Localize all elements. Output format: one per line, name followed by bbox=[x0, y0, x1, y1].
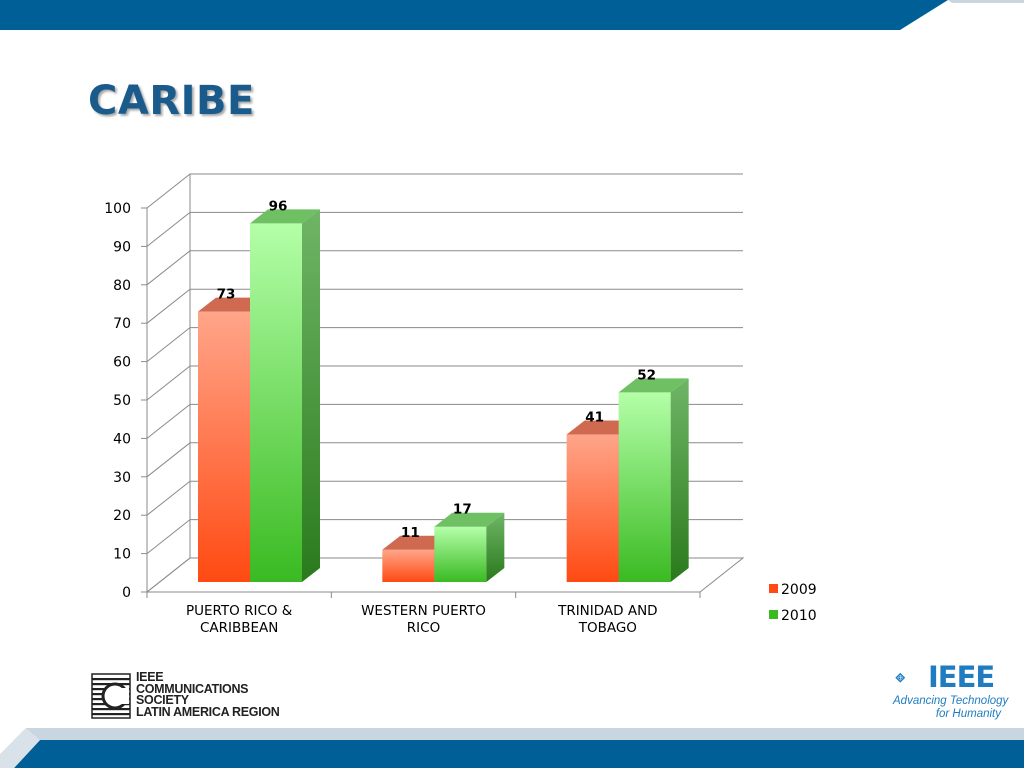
ieee-tagline-line: Advancing Technology bbox=[893, 695, 1009, 707]
y-tick-label: 30 bbox=[113, 470, 131, 486]
legend-label: 2009 bbox=[781, 582, 817, 598]
data-label: 11 bbox=[401, 525, 420, 541]
gridline bbox=[146, 173, 743, 209]
ieee-diamond-icon bbox=[895, 672, 906, 683]
data-label: 41 bbox=[585, 410, 604, 426]
data-label: 52 bbox=[637, 367, 656, 383]
bar-front bbox=[434, 526, 487, 582]
legend-label: 2010 bbox=[781, 608, 817, 624]
y-tick-label: 0 bbox=[122, 585, 131, 601]
legend-swatch-2009 bbox=[769, 584, 778, 593]
data-label: 96 bbox=[269, 198, 288, 214]
gridline bbox=[146, 250, 743, 286]
bottom-band-corner bbox=[0, 728, 40, 768]
y-tick-label: 70 bbox=[113, 316, 131, 332]
bottom-band-accent bbox=[14, 728, 1024, 740]
top-band-fill bbox=[0, 0, 948, 30]
y-tick-label: 20 bbox=[113, 508, 131, 524]
bottom-footer-band bbox=[0, 728, 1024, 768]
ieee-wordmark: IEEE bbox=[928, 660, 995, 694]
slide-title: CARIBE bbox=[88, 78, 255, 124]
comsoc-line: IEEE bbox=[136, 670, 164, 684]
comsoc-line: LATIN AMERICA REGION bbox=[136, 704, 280, 719]
y-tick-label: 60 bbox=[113, 355, 131, 371]
bar-top bbox=[618, 378, 689, 393]
ieee-tagline-line: for Humanity bbox=[935, 708, 1001, 720]
bar-front bbox=[198, 311, 250, 582]
x-category-label: WESTERN PUERTO RICO bbox=[361, 603, 486, 636]
x-category-label: TRINIDAD AND TOBAGO bbox=[557, 603, 658, 636]
comsoc-logo-mark bbox=[91, 673, 131, 719]
comsoc-line: COMMUNICATIONS bbox=[136, 681, 249, 696]
bar-side bbox=[486, 512, 505, 582]
ieee-tagline: Advancing Technology for Humanity bbox=[893, 695, 1009, 721]
comsoc-line: SOCIETY bbox=[136, 693, 189, 708]
bar-top bbox=[250, 209, 320, 224]
y-tick-label: 10 bbox=[113, 547, 131, 563]
bar-front bbox=[618, 392, 671, 582]
bar-side bbox=[302, 209, 320, 583]
y-tick-label: 80 bbox=[113, 278, 131, 294]
bar-front bbox=[382, 549, 435, 582]
bar-top bbox=[434, 512, 505, 527]
y-tick-label: 50 bbox=[113, 393, 131, 409]
data-label: 17 bbox=[453, 502, 472, 518]
data-label: 73 bbox=[217, 287, 236, 303]
y-tick-label: 40 bbox=[113, 431, 131, 447]
comsoc-logo-text: IEEE COMMUNICATIONS SOCIETY LATIN AMERIC… bbox=[136, 670, 280, 719]
bar-2010 bbox=[434, 512, 505, 582]
bar-2010 bbox=[250, 209, 320, 583]
top-band-accent bbox=[948, 0, 1024, 3]
top-header-band bbox=[0, 0, 1024, 30]
y-tick-label: 100 bbox=[104, 201, 131, 217]
gridline bbox=[146, 211, 743, 247]
bar-2010 bbox=[618, 378, 689, 582]
x-category-label: PUERTO RICO & CARIBBEAN bbox=[186, 603, 293, 636]
y-tick-label: 90 bbox=[113, 239, 131, 255]
bar-side bbox=[670, 378, 689, 582]
bar-front bbox=[566, 434, 619, 582]
bottom-band-fill bbox=[14, 740, 1024, 768]
legend-swatch-2010 bbox=[769, 610, 778, 619]
bar-front bbox=[250, 223, 302, 583]
